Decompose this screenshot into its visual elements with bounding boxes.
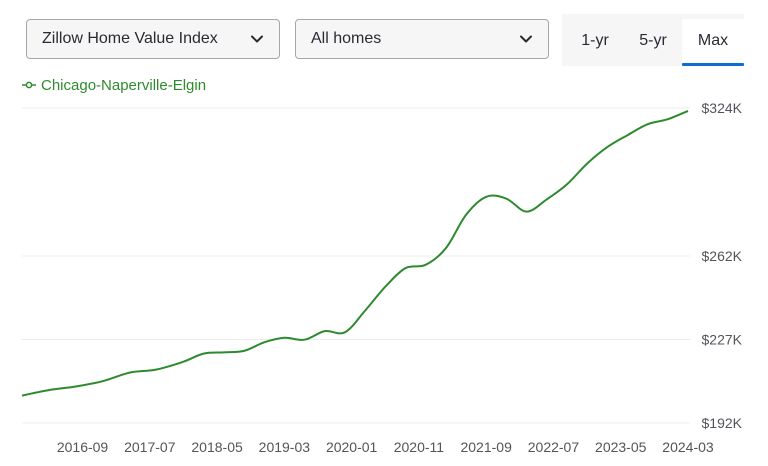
- metric-select[interactable]: Zillow Home Value Index: [26, 19, 280, 59]
- grid-lines: [22, 107, 690, 424]
- y-axis: $192K $227K $262K $324K: [702, 100, 743, 431]
- y-tick-label: $227K: [702, 331, 743, 347]
- x-tick-label: 2020-01: [326, 439, 378, 455]
- x-axis: 2016-09 2017-07 2018-05 2019-03 2020-01 2020-…: [57, 439, 714, 455]
- home-type-select-value: All homes: [311, 30, 382, 47]
- tab-5-yr[interactable]: 5-yr: [639, 32, 667, 49]
- series-line[interactable]: [21, 109, 689, 397]
- metric-select-value: Zillow Home Value Index: [42, 30, 218, 47]
- x-tick-label: 2019-03: [259, 439, 311, 455]
- x-tick-label: 2024-03: [662, 439, 714, 455]
- legend-label: Chicago-Naperville-Elgin: [41, 76, 207, 94]
- x-tick-label: 2023-05: [595, 439, 647, 455]
- chevron-down-icon: [251, 35, 263, 43]
- x-tick-label: 2018-05: [191, 439, 243, 455]
- x-tick-label: 2017-07: [124, 439, 176, 455]
- series-lines: [21, 109, 689, 397]
- x-tick-label: 2022-07: [528, 439, 580, 455]
- y-tick-label: $324K: [702, 100, 743, 116]
- x-tick-label: 2016-09: [57, 439, 109, 455]
- x-tick-label: 2020-11: [394, 439, 445, 455]
- chevron-down-icon: [520, 35, 532, 43]
- y-tick-label: $262K: [702, 248, 743, 264]
- x-tick-label: 2021-09: [460, 439, 512, 455]
- home-type-select[interactable]: All homes: [295, 19, 549, 59]
- legend-line-marker-icon: [22, 81, 36, 89]
- active-tab-indicator: [682, 63, 744, 66]
- y-tick-label: $192K: [702, 415, 743, 431]
- tab-max-label: Max: [697, 32, 729, 49]
- tab-1-yr[interactable]: 1-yr: [581, 32, 609, 49]
- chart-legend[interactable]: Chicago-Naperville-Elgin: [22, 75, 206, 95]
- tab-max[interactable]: Max: [682, 19, 744, 66]
- chart-controls: Zillow Home Value Index All homes 1-yr 5…: [0, 0, 768, 72]
